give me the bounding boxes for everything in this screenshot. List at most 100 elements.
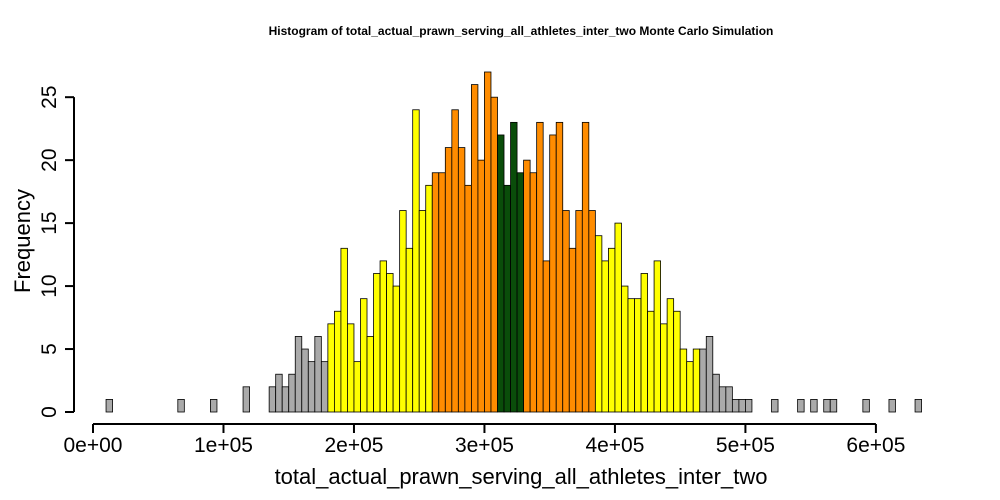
histogram-bar (412, 109, 420, 413)
y-tick-label: 15 (38, 211, 61, 234)
histogram-bar (242, 386, 250, 413)
histogram-bar (373, 273, 381, 413)
histogram-bar (418, 210, 427, 413)
histogram-bar (614, 222, 622, 413)
histogram-bar (738, 399, 746, 413)
histogram-bar (549, 134, 557, 413)
histogram-bar (503, 184, 511, 413)
histogram-bar (353, 361, 361, 413)
histogram-bar (333, 310, 342, 413)
histogram-bar (699, 348, 707, 413)
histogram-bar (490, 96, 498, 413)
histogram-bar (444, 147, 453, 413)
histogram-bar (575, 210, 583, 413)
histogram-bar (640, 273, 648, 413)
histogram-bar (281, 386, 290, 413)
histogram-bar (621, 285, 629, 413)
histogram-bar (529, 172, 538, 413)
histogram-bar (888, 399, 896, 413)
histogram-bar (705, 336, 714, 413)
histogram-bar (562, 210, 570, 413)
histogram-bar (464, 184, 472, 413)
histogram-bar (712, 373, 720, 413)
histogram-bar (477, 159, 485, 413)
histogram-bar (288, 373, 296, 413)
histogram-bar (810, 399, 818, 413)
histogram-bar (497, 134, 505, 413)
histogram-bar (210, 399, 218, 413)
x-tick-label: 4e+05 (585, 434, 644, 457)
histogram-bar (457, 147, 466, 413)
histogram-bar (379, 260, 387, 413)
bars-group (105, 71, 922, 413)
y-tick-label: 10 (38, 274, 61, 297)
histogram-bar (268, 386, 277, 413)
histogram-bar (660, 323, 668, 413)
chart-title: Histogram of total_actual_prawn_serving_… (269, 24, 774, 38)
histogram-bar (392, 285, 401, 413)
histogram-bar (745, 399, 753, 413)
histogram-bar (327, 323, 335, 413)
x-tick-label: 1e+05 (194, 434, 253, 457)
y-tick-label: 25 (38, 86, 61, 109)
histogram-bar (438, 172, 446, 413)
histogram-bar (470, 84, 479, 413)
histogram-bar (679, 348, 688, 413)
histogram-bar (829, 399, 838, 413)
histogram-bar (301, 348, 309, 413)
histogram-bar (627, 298, 635, 413)
histogram-bar (692, 348, 701, 413)
histogram-bar (555, 121, 564, 413)
histogram-bar (275, 373, 283, 413)
histogram-bar (731, 399, 740, 413)
histogram-bar (484, 71, 492, 413)
histogram-bar (425, 184, 433, 413)
y-tick-label: 20 (38, 148, 61, 171)
histogram-bar (914, 399, 922, 413)
y-tick-label: 5 (38, 343, 61, 355)
histogram-bar (307, 361, 316, 413)
histogram-bar (360, 298, 368, 413)
histogram-bar (686, 361, 694, 413)
x-tick-label: 2e+05 (324, 434, 383, 457)
histogram-bar (516, 172, 524, 413)
histogram-bar (601, 260, 609, 413)
histogram-bar (862, 399, 870, 413)
y-axis-label: Frequency (10, 189, 35, 293)
histogram-bar (347, 323, 355, 413)
histogram-bar (314, 336, 322, 413)
histogram-bar (568, 247, 577, 413)
histogram-bar (647, 310, 655, 413)
y-tick-label: 0 (38, 406, 61, 418)
histogram-bar (673, 310, 681, 413)
x-tick-label: 3e+05 (455, 434, 514, 457)
x-axis-label: total_actual_prawn_serving_all_athletes_… (275, 464, 768, 489)
histogram-bar (771, 399, 779, 413)
x-tick-label: 0e+00 (64, 434, 123, 457)
histogram-bar (725, 386, 733, 413)
histogram-bar (177, 399, 185, 413)
histogram-bar (105, 399, 113, 413)
histogram-bar (340, 247, 348, 413)
histogram-bar (542, 260, 551, 413)
histogram-bar (366, 336, 374, 413)
histogram-bar (294, 336, 303, 413)
histogram-bar (666, 298, 675, 413)
x-tick-label: 6e+05 (846, 434, 905, 457)
histogram-bar (718, 386, 727, 413)
histogram-bar (536, 121, 544, 413)
x-axis: 0e+00 1e+05 2e+05 3e+05 4e+05 5e+05 6e+05 (64, 423, 905, 457)
histogram-bar (523, 159, 531, 413)
x-tick-label: 5e+05 (716, 434, 775, 457)
histogram-bar (594, 235, 603, 413)
histogram-bar (431, 172, 440, 413)
histogram-bar (653, 260, 662, 413)
histogram-bar (405, 247, 414, 413)
histogram-bar (581, 121, 590, 413)
histogram-bar (386, 273, 394, 413)
histogram-bar (320, 361, 329, 413)
y-axis: 0 5 10 15 20 25 (38, 86, 75, 418)
histogram-bar (588, 210, 596, 413)
histogram-bar (608, 247, 616, 413)
